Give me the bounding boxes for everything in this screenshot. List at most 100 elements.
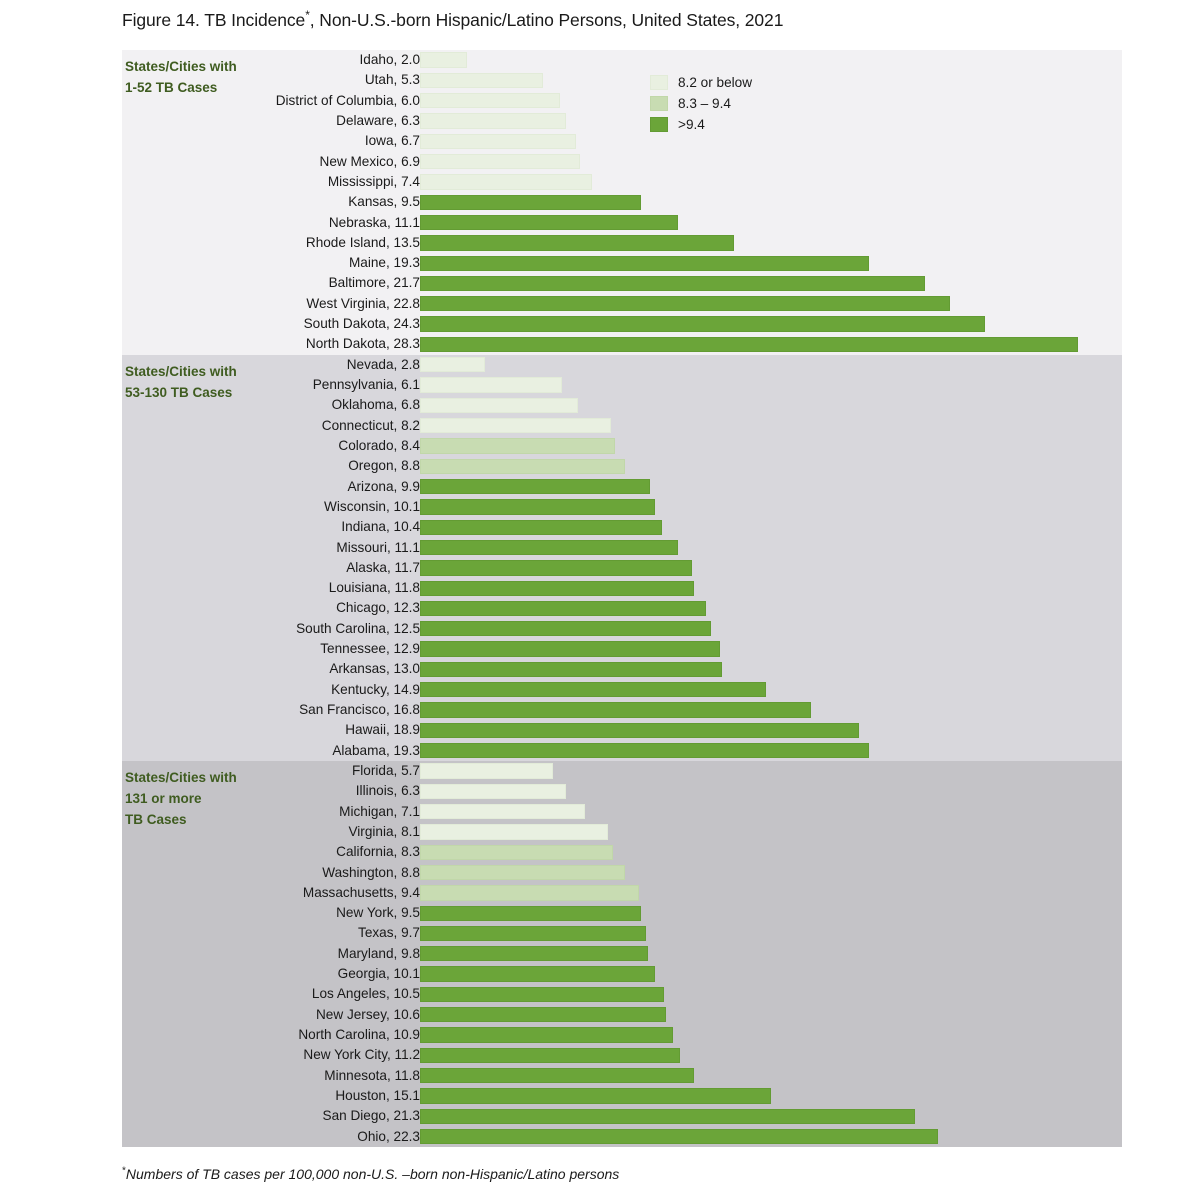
bar <box>420 174 593 190</box>
section-header-2: States/Cities with 53-130 TB Cases <box>125 361 355 403</box>
bar-label: Kansas, 9.5 <box>348 194 420 210</box>
bar-track <box>420 722 1120 738</box>
bar-label: Pennsylvania, 6.1 <box>312 377 420 392</box>
legend-label: >9.4 <box>678 117 705 132</box>
bar-label: North Dakota, 28.3 <box>305 336 420 352</box>
chart-row: Baltimore, 21.7 <box>122 273 1122 293</box>
bar <box>420 519 662 535</box>
legend-label: 8.2 or below <box>678 75 753 90</box>
bar-track <box>420 153 1120 170</box>
legend-item: 8.2 or below <box>650 72 870 93</box>
chart-row: Michigan, 7.1 <box>122 802 1122 822</box>
bar-label: San Diego, 21.3 <box>322 1108 421 1124</box>
chart-row: Ohio, 22.3 <box>122 1127 1122 1147</box>
bar-label: New Jersey, 10.6 <box>315 1006 420 1022</box>
bar-track <box>420 72 1120 88</box>
bar-label: Michigan, 7.1 <box>339 803 420 819</box>
legend-label: 8.3 – 9.4 <box>678 96 731 111</box>
bar <box>420 1027 674 1043</box>
bar <box>420 296 951 312</box>
bar <box>420 418 611 434</box>
bar <box>420 72 544 88</box>
section-header-line: 53-130 TB Cases <box>125 384 233 400</box>
bar-track <box>420 377 1120 393</box>
legend-swatch-icon <box>650 75 668 90</box>
section-header-line: TB Cases <box>125 812 187 828</box>
chart-row: New Mexico, 6.9 <box>122 152 1122 172</box>
bar <box>420 885 639 901</box>
bar-track <box>420 580 1120 596</box>
chart-row: Houston, 15.1 <box>122 1086 1122 1106</box>
bar-track <box>420 763 1120 779</box>
bar <box>420 560 693 576</box>
bar <box>420 722 860 738</box>
bar-label: North Carolina, 10.9 <box>298 1027 420 1042</box>
chart-row: Indiana, 10.4 <box>122 517 1122 537</box>
bar <box>420 1128 939 1145</box>
chart-row: Idaho, 2.0 <box>122 50 1122 70</box>
bar-track <box>420 803 1120 820</box>
chart-row: Arkansas, 13.0 <box>122 659 1122 679</box>
chart-row: North Dakota, 28.3 <box>122 334 1122 354</box>
chart-row: Pennsylvania, 6.1 <box>122 375 1122 395</box>
bar-track <box>420 214 1120 231</box>
bar-track <box>420 560 1120 576</box>
bar <box>420 255 869 271</box>
figure-title-footnote-marker: * <box>305 8 310 23</box>
bar <box>420 235 734 251</box>
bar-label: West Virginia, 22.8 <box>306 295 420 311</box>
bar-track <box>420 499 1120 515</box>
chart-row: Missouri, 11.1 <box>122 538 1122 558</box>
bar-label: Nebraska, 11.1 <box>328 214 420 230</box>
bar-label: Los Angeles, 10.5 <box>311 986 420 1002</box>
figure-title-suffix: , Non-U.S.-born Hispanic/Latino Persons,… <box>309 10 784 30</box>
bar <box>420 458 625 474</box>
chart-plot-area: States/Cities with 1-52 TB Cases Idaho, 2.… <box>122 50 1122 1148</box>
bar-label: San Francisco, 16.8 <box>299 702 420 717</box>
bar-label: Tennessee, 12.9 <box>320 641 420 657</box>
bar-label: Arkansas, 13.0 <box>329 661 420 677</box>
bar <box>420 864 625 881</box>
bar <box>420 478 651 495</box>
chart-row: Louisiana, 11.8 <box>122 578 1122 598</box>
bar-track <box>420 1047 1120 1063</box>
bar-track <box>420 113 1120 129</box>
bar-label: Colorado, 8.4 <box>338 437 420 453</box>
chart-row: District of Columbia, 6.0 <box>122 91 1122 111</box>
bar-track <box>420 296 1120 312</box>
chart-row: Maryland, 9.8 <box>122 944 1122 964</box>
bar-track <box>420 702 1120 718</box>
bar-label: Massachusetts, 9.4 <box>302 884 420 900</box>
bar-label: Missouri, 11.1 <box>336 539 420 555</box>
bar <box>420 580 695 596</box>
chart-section-3: States/Cities with 131 or more TB Cases Flo… <box>122 760 1122 1147</box>
bar-label: Indiana, 10.4 <box>341 519 420 535</box>
section-header-1: States/Cities with 1-52 TB Cases <box>125 56 355 98</box>
chart-row: Maine, 19.3 <box>122 253 1122 273</box>
bar <box>420 966 655 982</box>
bar-label: Maine, 19.3 <box>348 255 420 271</box>
chart-row: New York City, 11.2 <box>122 1045 1122 1065</box>
bar-label: Oregon, 8.8 <box>348 458 420 474</box>
bar-label: Texas, 9.7 <box>358 925 420 941</box>
bar-track <box>420 905 1120 921</box>
chart-row: Oregon, 8.8 <box>122 456 1122 476</box>
bar-track <box>420 824 1120 840</box>
bar <box>420 93 560 109</box>
chart-row: Massachusetts, 9.4 <box>122 883 1122 903</box>
chart-row: Connecticut, 8.2 <box>122 416 1122 436</box>
section-header-line: States/Cities with <box>125 363 237 379</box>
figure-title: Figure 14. TB Incidence*, Non-U.S.-born … <box>122 8 1022 31</box>
bar <box>420 600 706 617</box>
chart-row: Washington, 8.8 <box>122 863 1122 883</box>
bar-track <box>420 458 1120 474</box>
chart-row: Illinois, 6.3 <box>122 781 1122 801</box>
bar-track <box>420 52 1120 68</box>
chart-section-2: States/Cities with 53-130 TB Cases Nevada,… <box>122 354 1122 761</box>
bar <box>420 1088 772 1104</box>
bar-label: Kentucky, 14.9 <box>331 681 420 697</box>
bar-track <box>420 1108 1120 1124</box>
bar-track <box>420 864 1120 881</box>
bar-label: Louisiana, 11.8 <box>328 580 420 596</box>
